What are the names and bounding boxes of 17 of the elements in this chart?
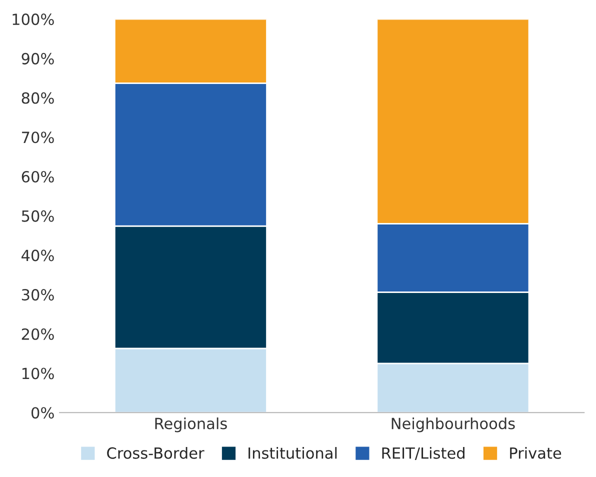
y-tick-label: 0% <box>32 407 54 419</box>
x-tick-label: Neighbourhoods <box>392 417 515 432</box>
y-tick-label: 90% <box>22 52 54 64</box>
y-tick-label: 60% <box>22 170 54 183</box>
y-tick-label: 40% <box>22 250 54 262</box>
legend-label: Institutional <box>248 447 337 459</box>
y-tick-label: 80% <box>22 92 54 104</box>
y-tick-label: 10% <box>22 368 54 380</box>
legend-label: Private <box>510 447 562 459</box>
legend-label: REIT/Listed <box>382 447 464 460</box>
y-tick-label: 100% <box>12 14 54 26</box>
y-tick-label: 30% <box>22 289 54 301</box>
y-tick-label: 20% <box>22 328 54 340</box>
y-tick-label: 50% <box>22 210 54 222</box>
x-tick-label: Regionals <box>155 417 227 432</box>
y-tick-label: 70% <box>22 132 54 144</box>
legend-label: Cross-Border <box>107 447 204 459</box>
